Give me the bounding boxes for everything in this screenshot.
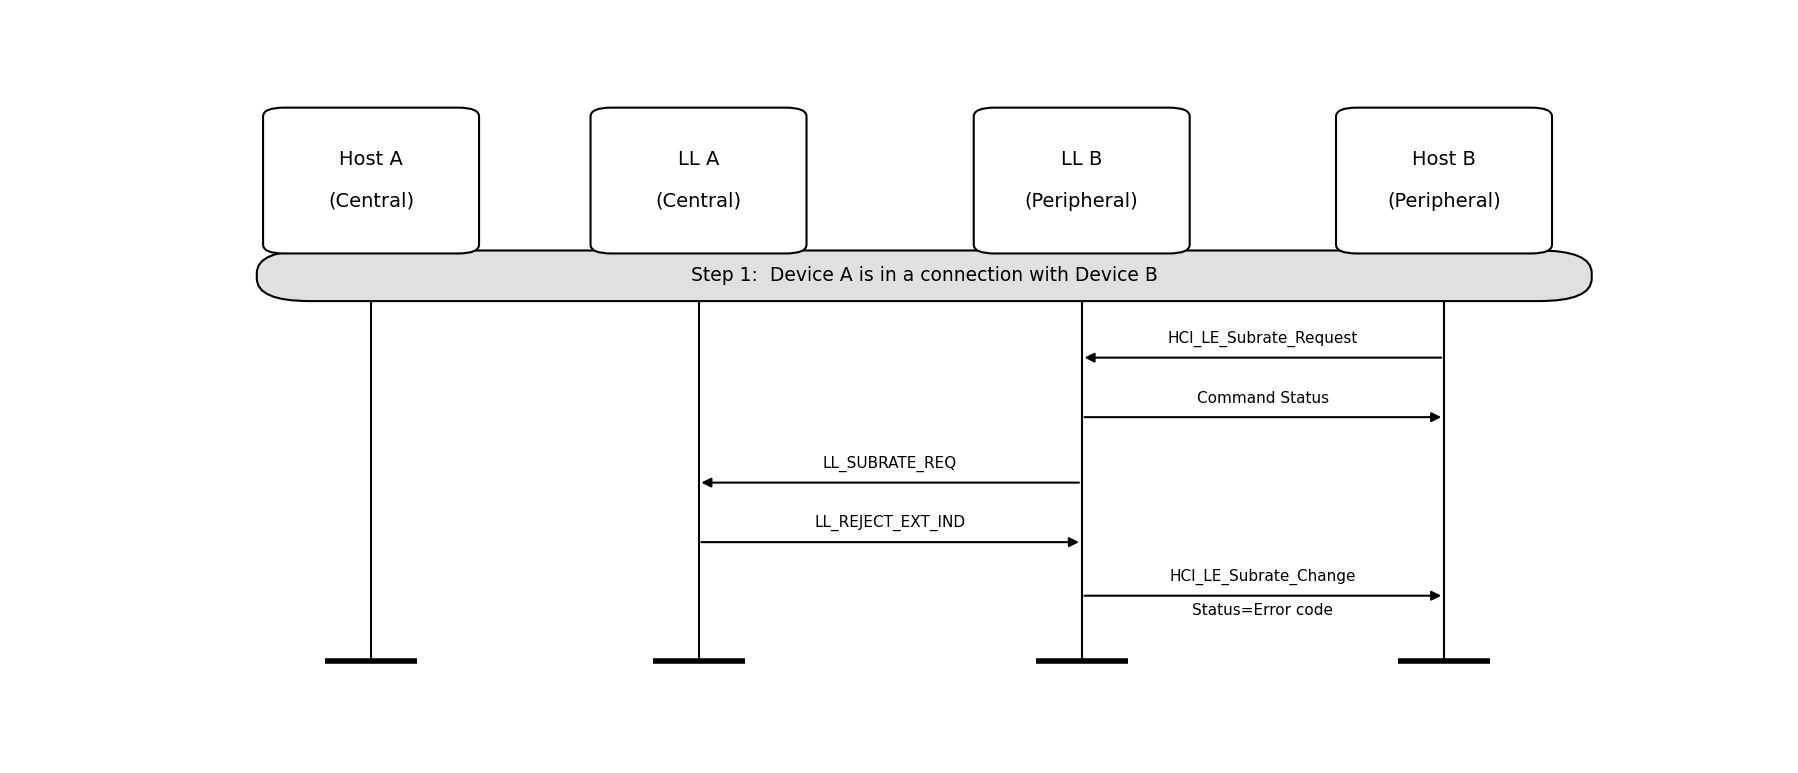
Text: Host A: Host A	[340, 150, 403, 169]
FancyBboxPatch shape	[257, 250, 1591, 301]
Text: LL A: LL A	[678, 150, 719, 169]
FancyBboxPatch shape	[590, 107, 807, 254]
Text: Status=Error code: Status=Error code	[1192, 604, 1334, 618]
Text: (Peripheral): (Peripheral)	[1386, 192, 1501, 211]
Text: HCI_LE_Subrate_Request: HCI_LE_Subrate_Request	[1167, 331, 1357, 347]
Text: Step 1:  Device A is in a connection with Device B: Step 1: Device A is in a connection with…	[690, 266, 1158, 285]
FancyBboxPatch shape	[263, 107, 478, 254]
Text: LL_SUBRATE_REQ: LL_SUBRATE_REQ	[823, 456, 957, 472]
Text: (Central): (Central)	[656, 192, 741, 211]
Text: Host B: Host B	[1411, 150, 1476, 169]
Text: Command Status: Command Status	[1197, 391, 1329, 407]
Text: HCI_LE_Subrate_Change: HCI_LE_Subrate_Change	[1170, 569, 1356, 585]
Text: LL B: LL B	[1061, 150, 1102, 169]
Text: (Peripheral): (Peripheral)	[1025, 192, 1138, 211]
FancyBboxPatch shape	[1336, 107, 1552, 254]
FancyBboxPatch shape	[975, 107, 1190, 254]
Text: LL_REJECT_EXT_IND: LL_REJECT_EXT_IND	[814, 516, 966, 531]
Text: (Central): (Central)	[327, 192, 414, 211]
